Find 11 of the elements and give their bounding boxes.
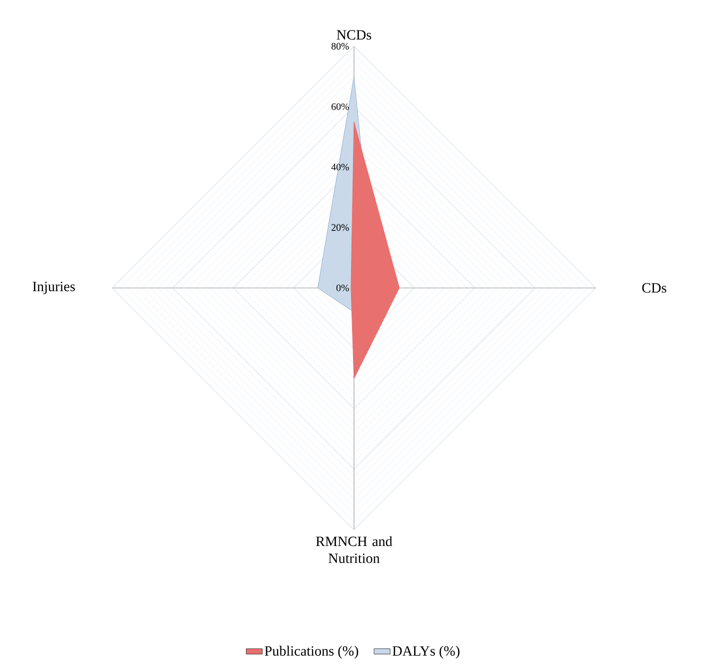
spoke-label: RMNCH and Nutrition — [316, 536, 392, 563]
y-tick-label: 0% — [336, 284, 349, 292]
y-tick-label: 80% — [332, 42, 349, 50]
legend-label: Publications (%) — [264, 646, 358, 658]
spoke-label: CDs — [642, 283, 666, 292]
y-tick-label: 40% — [331, 164, 349, 170]
y-tick-label: 60% — [332, 103, 349, 110]
legend-label: DALYs (%) — [392, 646, 460, 658]
spoke-label: NCDs — [336, 30, 372, 40]
y-tick-label: 20% — [332, 224, 349, 231]
spoke-label: Injuries — [32, 282, 75, 294]
